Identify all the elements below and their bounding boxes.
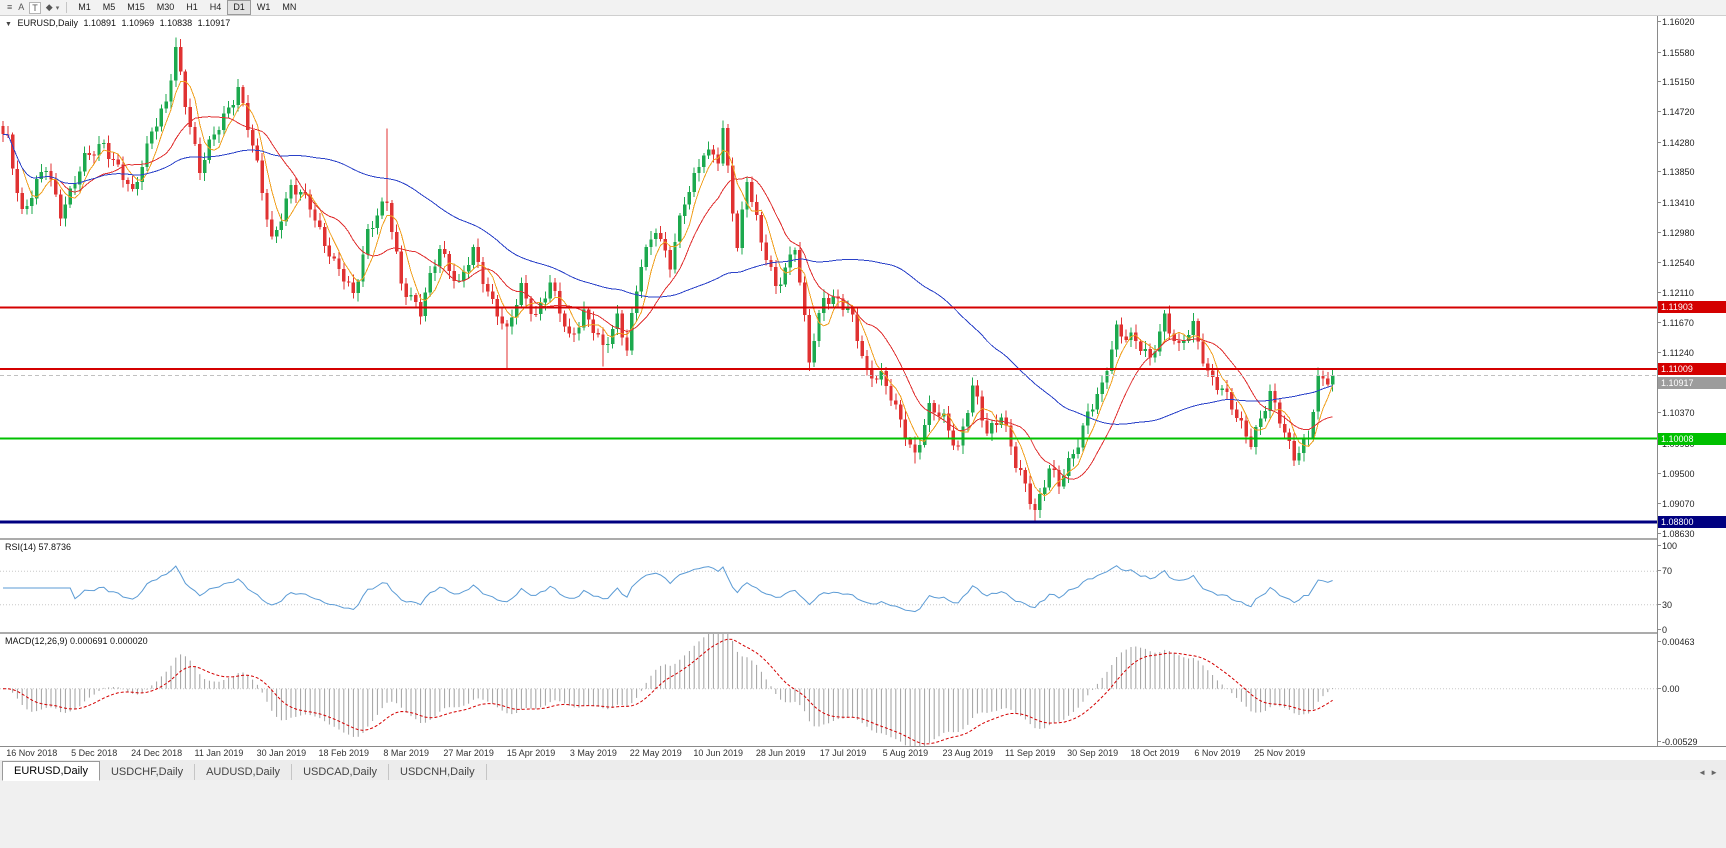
price-axis[interactable]: 1.16020 1.15580 1.15150 1.14720 1.14280 1.138… xyxy=(1657,16,1726,747)
date-label: 17 Jul 2019 xyxy=(819,748,867,758)
tab-scroll-arrows: ◄ ► xyxy=(1698,768,1726,780)
axis-tick: 100 xyxy=(1657,541,1678,551)
chart-tab-USDCNH[interactable]: USDCNH,Daily xyxy=(389,764,487,780)
ohlc-high: 1.10969 xyxy=(121,18,155,28)
text-icon[interactable]: T xyxy=(29,1,41,14)
axis-tick: 1.14280 xyxy=(1658,138,1695,148)
macd-indicator-pane[interactable]: MACD(12,26,9) 0.000691 0.000020 xyxy=(0,634,1657,746)
date-label: 11 Jan 2019 xyxy=(194,748,244,758)
axis-tick: 0.00 xyxy=(1658,684,1680,694)
tf-button-M15[interactable]: M15 xyxy=(127,2,145,12)
date-label: 3 May 2019 xyxy=(569,748,617,758)
rsi-indicator-pane[interactable]: RSI(14) 57.8736 xyxy=(0,540,1657,632)
axis-tick: 1.16020 xyxy=(1658,17,1695,27)
hline-price-label: 1.11009 xyxy=(1658,363,1726,375)
ohlc-open: 1.10891 xyxy=(83,18,117,28)
hline-price-label: 1.10008 xyxy=(1658,433,1726,445)
axis-tick: 1.12980 xyxy=(1658,228,1695,238)
axis-tick: 1.12540 xyxy=(1658,258,1695,268)
date-label: 5 Aug 2019 xyxy=(882,748,929,758)
axis-tick: -0.00529 xyxy=(1658,737,1698,747)
axis-tick: 1.09500 xyxy=(1658,469,1695,479)
axis-tick: 1.15150 xyxy=(1658,77,1695,87)
chart-tab-AUDUSD[interactable]: AUDUSD,Daily xyxy=(195,764,293,780)
top-toolbar: ≡ A T ◆ ▾ M1 M5 M15 M30 H1 H4 D1 W1 MN xyxy=(0,0,1726,16)
tf-button-H4[interactable]: H4 xyxy=(209,2,222,12)
chart-tab-USDCAD[interactable]: USDCAD,Daily xyxy=(292,764,390,780)
date-label: 10 Jun 2019 xyxy=(693,748,743,758)
axis-tick: 1.15580 xyxy=(1658,48,1695,58)
toolbar-separator xyxy=(66,2,68,13)
date-label: 15 Apr 2019 xyxy=(506,748,556,758)
date-axis[interactable]: 16 Nov 2018 5 Dec 2018 24 Dec 2018 11 Jan 2… xyxy=(0,746,1726,760)
axis-tick: 70 xyxy=(1657,566,1673,576)
date-label: 30 Sep 2019 xyxy=(1067,748,1119,758)
date-label: 18 Oct 2019 xyxy=(1130,748,1180,758)
axis-tick: 1.12110 xyxy=(1658,288,1694,298)
symbol-label: EURUSD,Daily xyxy=(17,18,78,28)
main-chart-canvas[interactable] xyxy=(0,16,1657,538)
tf-button-M1[interactable]: M1 xyxy=(78,2,91,12)
axis-tick: 30 xyxy=(1657,600,1673,610)
date-label: 6 Nov 2019 xyxy=(1194,748,1241,758)
axis-tick: 1.13850 xyxy=(1658,167,1695,177)
chart-tab-EURUSD[interactable]: EURUSD,Daily xyxy=(2,761,100,781)
macd-label: MACD(12,26,9) 0.000691 0.000020 xyxy=(5,636,148,646)
axis-tick: 0 xyxy=(1657,625,1668,635)
date-label: 11 Sep 2019 xyxy=(1004,748,1056,758)
pane-separator[interactable] xyxy=(0,632,1726,634)
ohlc-low: 1.10838 xyxy=(159,18,193,28)
date-label: 5 Dec 2018 xyxy=(71,748,118,758)
collapse-icon[interactable]: ▼ xyxy=(5,21,12,28)
ohlc-label: ▼ EURUSD,Daily 1.10891 1.10969 1.10838 1… xyxy=(5,18,233,28)
chart-tab-bar: EURUSD,Daily USDCHF,Daily AUDUSD,Daily USDC… xyxy=(0,759,1726,781)
date-label: 22 May 2019 xyxy=(629,748,682,758)
date-label: 16 Nov 2018 xyxy=(6,748,58,758)
axis-tick: 0.00463 xyxy=(1658,637,1695,647)
hline-price-label: 1.11903 xyxy=(1658,301,1726,313)
cursor-a-icon[interactable]: A xyxy=(18,2,25,12)
main-price-pane[interactable]: ▼ EURUSD,Daily 1.10891 1.10969 1.10838 1… xyxy=(0,16,1657,538)
axis-tick: 1.08630 xyxy=(1658,529,1695,539)
rsi-canvas[interactable] xyxy=(0,540,1657,632)
date-label: 30 Jan 2019 xyxy=(256,748,307,758)
tf-button-M30[interactable]: M30 xyxy=(156,2,175,12)
axis-tick: 1.09070 xyxy=(1658,499,1695,509)
macd-canvas[interactable] xyxy=(0,634,1657,746)
tf-button-M5[interactable]: M5 xyxy=(102,2,116,12)
timeframe-button-group: M1 M5 M15 M30 H1 H4 D1 W1 MN xyxy=(72,0,302,15)
empty-area xyxy=(0,780,1726,848)
bid-price-label: 1.10917 xyxy=(1658,377,1726,389)
axis-tick: 1.11670 xyxy=(1658,318,1694,328)
date-label: 18 Feb 2019 xyxy=(318,748,370,758)
ohlc-close: 1.10917 xyxy=(197,18,231,28)
hline-price-label: 1.08800 xyxy=(1658,516,1726,528)
chart-tab-USDCHF[interactable]: USDCHF,Daily xyxy=(100,764,196,780)
tf-button-W1[interactable]: W1 xyxy=(256,2,271,12)
axis-tick: 1.10370 xyxy=(1658,408,1695,418)
tab-scroll-left-icon[interactable]: ◄ xyxy=(1698,768,1707,777)
date-label: 27 Mar 2019 xyxy=(443,748,494,758)
chart-area: ▼ EURUSD,Daily 1.10891 1.10969 1.10838 1… xyxy=(0,16,1726,760)
date-label: 28 Jun 2019 xyxy=(755,748,806,758)
date-label: 23 Aug 2019 xyxy=(942,748,994,758)
tf-button-H1[interactable]: H1 xyxy=(186,2,198,12)
tab-scroll-right-icon[interactable]: ► xyxy=(1710,768,1718,777)
axis-tick: 1.13410 xyxy=(1658,198,1695,208)
date-label: 25 Nov 2019 xyxy=(1254,748,1306,758)
axis-tick: 1.11240 xyxy=(1658,348,1694,358)
date-label: 24 Dec 2018 xyxy=(131,748,183,758)
tf-button-D1[interactable]: D1 xyxy=(227,0,251,15)
date-label: 8 Mar 2019 xyxy=(383,748,429,758)
pane-separator[interactable] xyxy=(0,538,1726,540)
rsi-label: RSI(14) 57.8736 xyxy=(5,542,72,552)
axis-tick: 1.14720 xyxy=(1658,107,1695,117)
dropdown-caret-icon[interactable]: ▾ xyxy=(55,4,60,12)
menu-icon[interactable]: ≡ xyxy=(7,2,13,12)
indicators-icon[interactable]: ◆ xyxy=(45,2,53,12)
tf-button-MN[interactable]: MN xyxy=(282,2,297,12)
